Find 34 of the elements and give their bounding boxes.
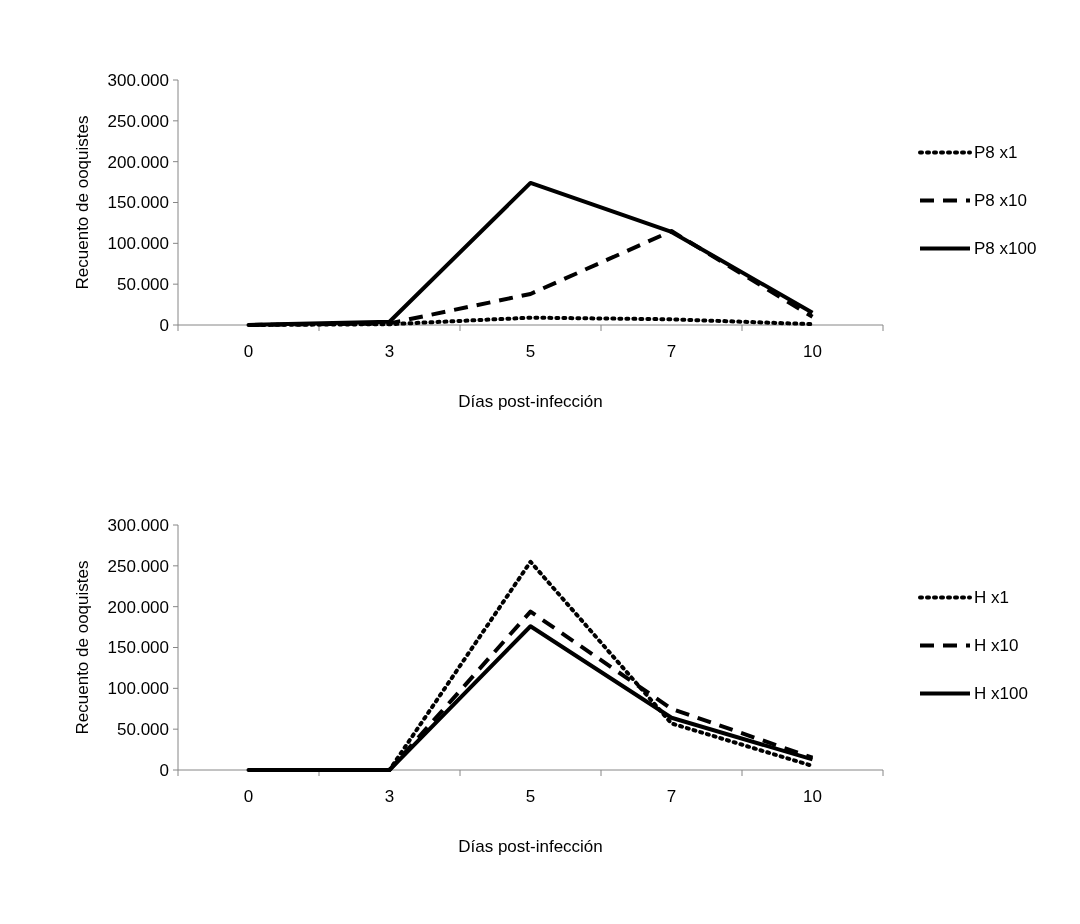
y-tick-label: 300.000 — [107, 515, 169, 535]
y-tick-label: 200.000 — [107, 597, 169, 617]
x-tick-label: 10 — [803, 787, 822, 806]
y-tick-label: 50.000 — [117, 720, 169, 740]
y-tick-label: 100.000 — [107, 234, 169, 254]
y-axis-title: Recuento de ooquistes — [73, 115, 92, 290]
x-axis-title: Días post-infección — [458, 392, 603, 411]
y-tick-label: 100.000 — [107, 679, 169, 699]
y-tick-label: 300.000 — [107, 70, 169, 90]
legend-label: P8 x100 — [974, 239, 1037, 259]
x-tick-label: 7 — [666, 342, 677, 361]
y-tick-label: 200.000 — [107, 152, 169, 172]
legend-label: H x10 — [974, 636, 1019, 656]
x-tick-label: 3 — [384, 342, 395, 361]
x-tick-label: 0 — [243, 787, 254, 806]
x-tick-label: 7 — [666, 787, 677, 806]
legend-label: P8 x10 — [974, 191, 1027, 211]
x-axis-title: Días post-infección — [458, 837, 603, 856]
x-tick-label: 5 — [525, 342, 536, 361]
y-axis-title: Recuento de ooquistes — [73, 560, 92, 735]
y-tick-label: 50.000 — [117, 275, 169, 295]
x-tick-label: 3 — [384, 787, 395, 806]
legend-label: H x1 — [974, 588, 1009, 608]
x-tick-label: 0 — [243, 342, 254, 361]
y-tick-label: 150.000 — [107, 193, 169, 213]
y-tick-label: 0 — [159, 315, 169, 335]
y-tick-label: 0 — [159, 760, 169, 780]
y-tick-label: 250.000 — [107, 111, 169, 131]
y-tick-label: 250.000 — [107, 556, 169, 576]
x-tick-label: 10 — [803, 342, 822, 361]
legend-label: H x100 — [974, 684, 1028, 704]
x-tick-label: 5 — [525, 787, 536, 806]
y-tick-label: 150.000 — [107, 638, 169, 658]
legend-label: P8 x1 — [974, 143, 1018, 163]
